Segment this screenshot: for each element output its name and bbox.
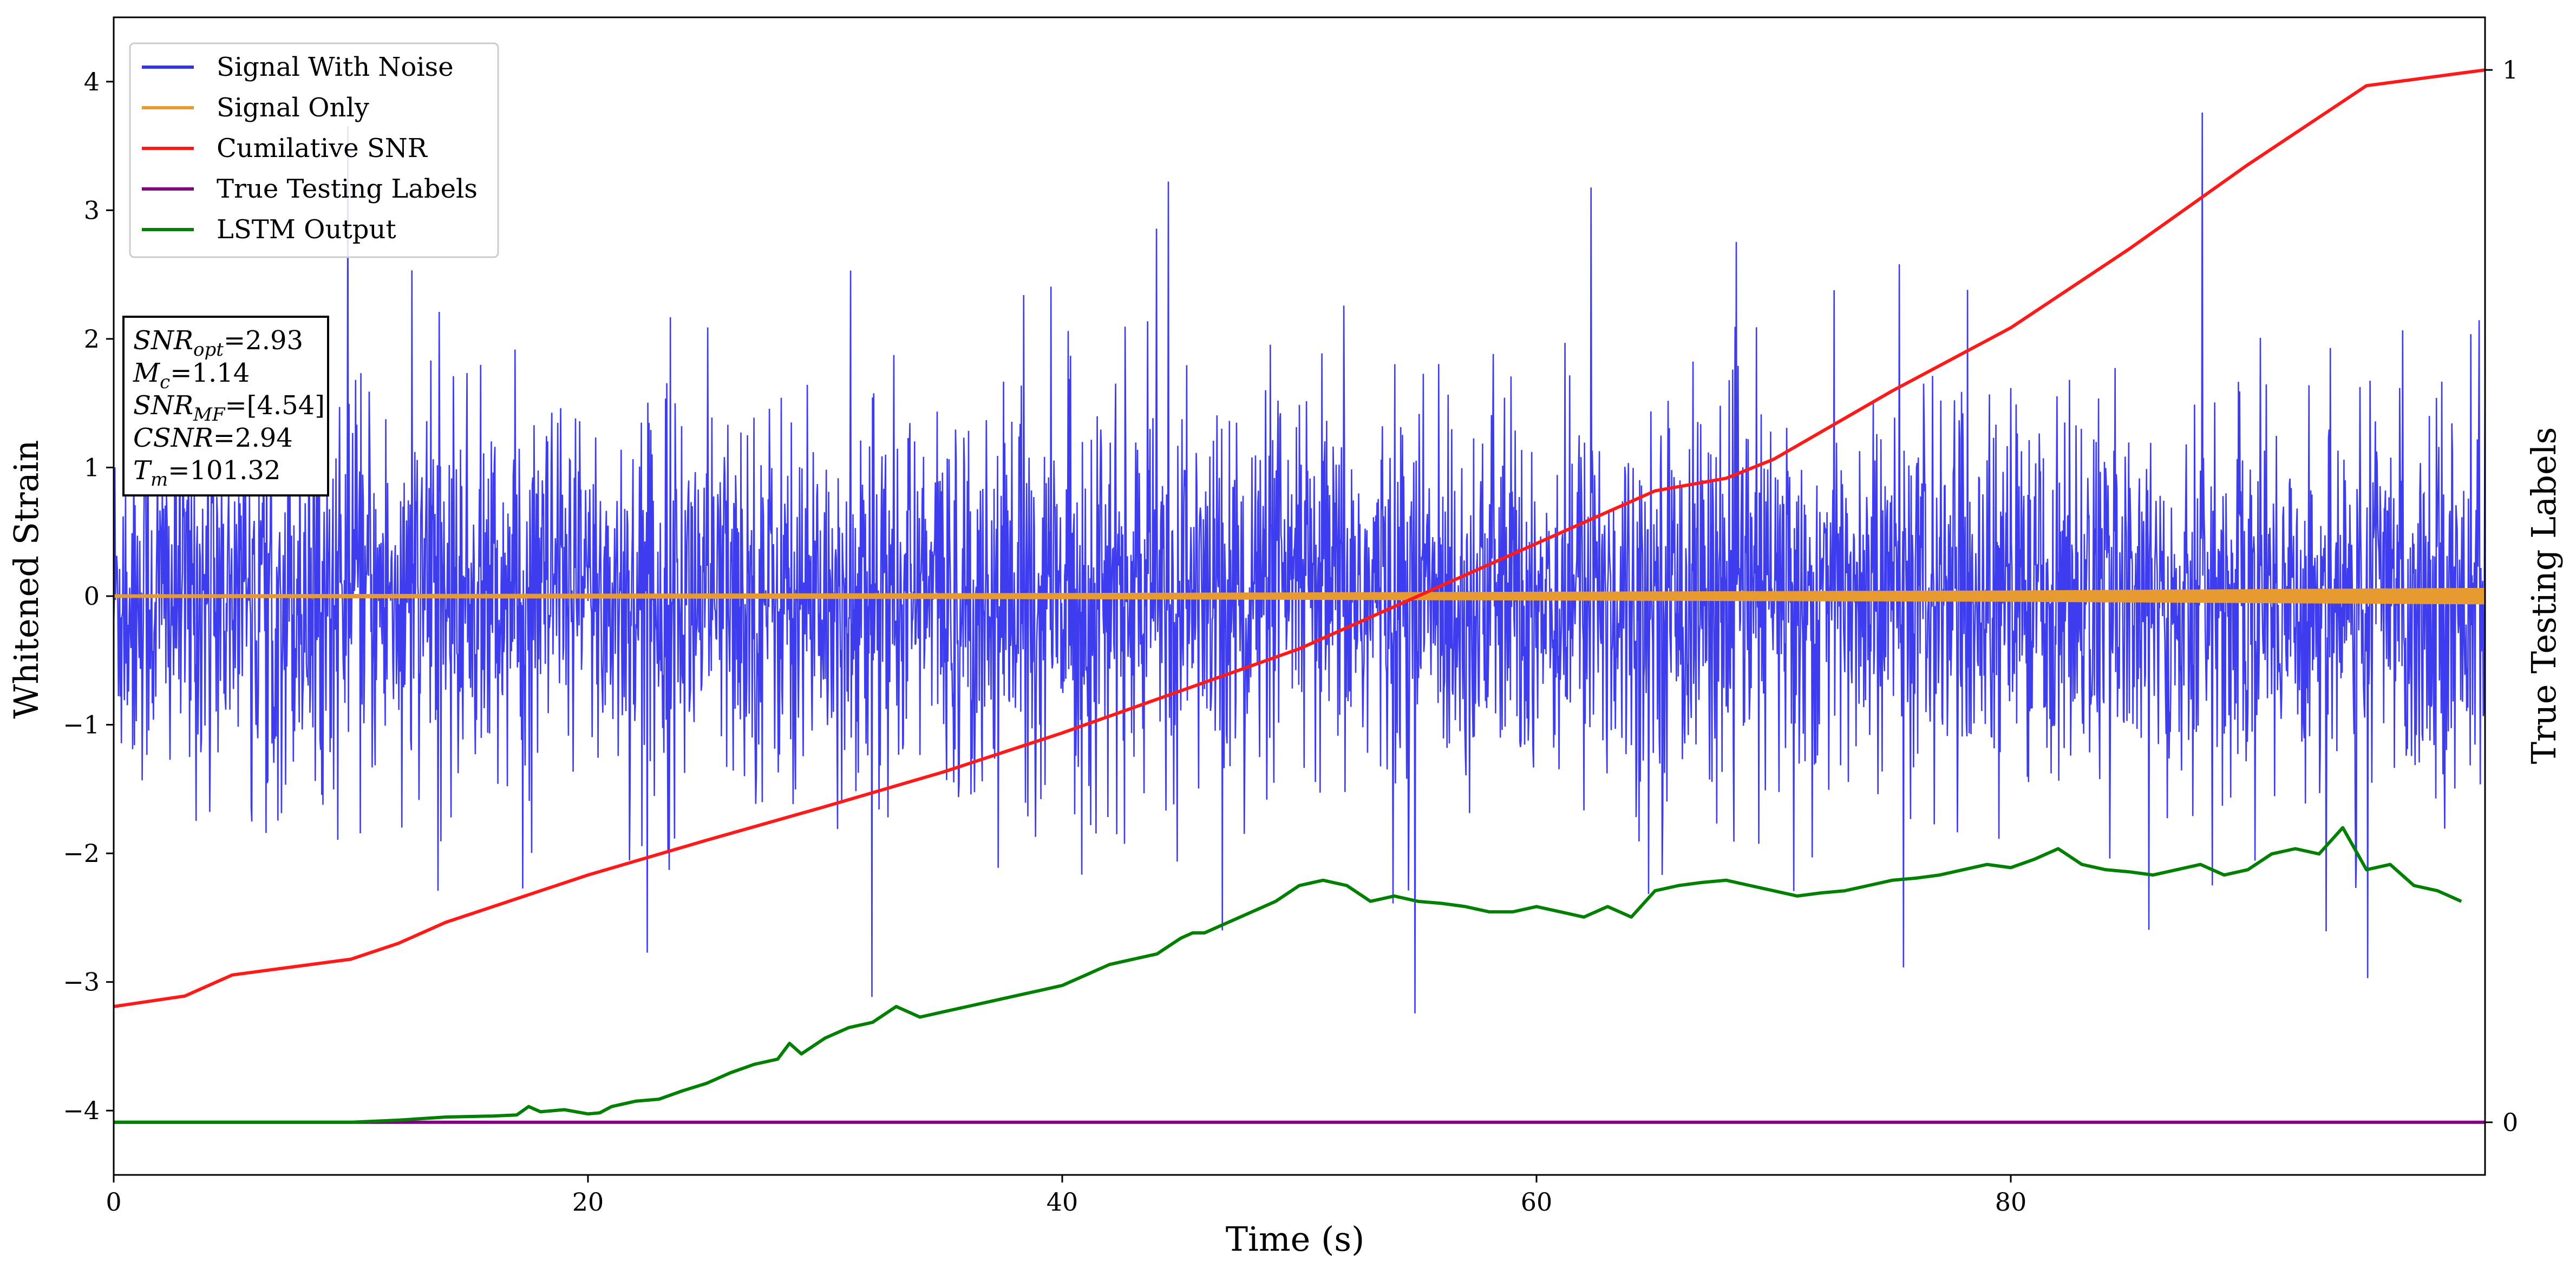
y-tick-label: −4 — [63, 1096, 100, 1125]
info-line: SNRMF=[4.54] — [133, 390, 325, 426]
plot-clip-group — [114, 68, 2485, 1124]
y2-axis-label: True Testing Labels — [2524, 427, 2564, 765]
series-lstm-output — [114, 826, 2462, 1124]
legend-label: Cumilative SNR — [217, 133, 428, 164]
x-tick-label: 0 — [106, 1187, 121, 1217]
x-tick-label: 80 — [1995, 1187, 2027, 1217]
y-tick-label: −2 — [63, 839, 100, 868]
plot-area — [114, 68, 2485, 1124]
y-tick-label: −3 — [63, 968, 100, 997]
x-tick-label: 40 — [1047, 1187, 1078, 1217]
info-box-frame — [122, 316, 329, 496]
info-box: SNRopt=2.93Mc=1.14SNRMF=[4.54]CSNR=2.94T… — [122, 316, 329, 496]
legend-label: LSTM Output — [217, 214, 396, 245]
series-signal-with-noise — [114, 112, 2485, 1014]
legend-label: Signal With Noise — [217, 52, 454, 82]
legend-box — [129, 42, 499, 258]
info-line: Tm=101.32 — [133, 455, 280, 491]
x-tick-label: 20 — [572, 1187, 604, 1217]
legend-label: True Testing Labels — [217, 174, 478, 204]
y-tick-label: 0 — [84, 582, 100, 611]
info-line: Mc=1.14 — [133, 358, 250, 393]
y2-tick-label: 0 — [2502, 1108, 2518, 1137]
y-tick-label: 1 — [84, 453, 100, 482]
x-axis-label: Time (s) — [1226, 1219, 1365, 1259]
y-tick-label: −1 — [63, 710, 100, 740]
legend-label: Signal Only — [217, 93, 369, 123]
series-cumilative-snr — [114, 68, 2485, 1008]
y-tick-label: 4 — [84, 67, 100, 96]
y2-tick-label: 1 — [2502, 55, 2518, 84]
info-line: CSNR=2.94 — [133, 423, 293, 453]
y-axis-label: Whitened Strain — [6, 440, 46, 719]
series-signal-only — [114, 587, 2485, 605]
legend: Signal With Noise Signal Only Cumilative S… — [129, 42, 499, 258]
y-tick-label: 2 — [84, 324, 100, 354]
info-line: SNRopt=2.93 — [133, 325, 303, 361]
x-tick-label: 60 — [1521, 1187, 1553, 1217]
y-tick-label: 3 — [84, 195, 100, 225]
